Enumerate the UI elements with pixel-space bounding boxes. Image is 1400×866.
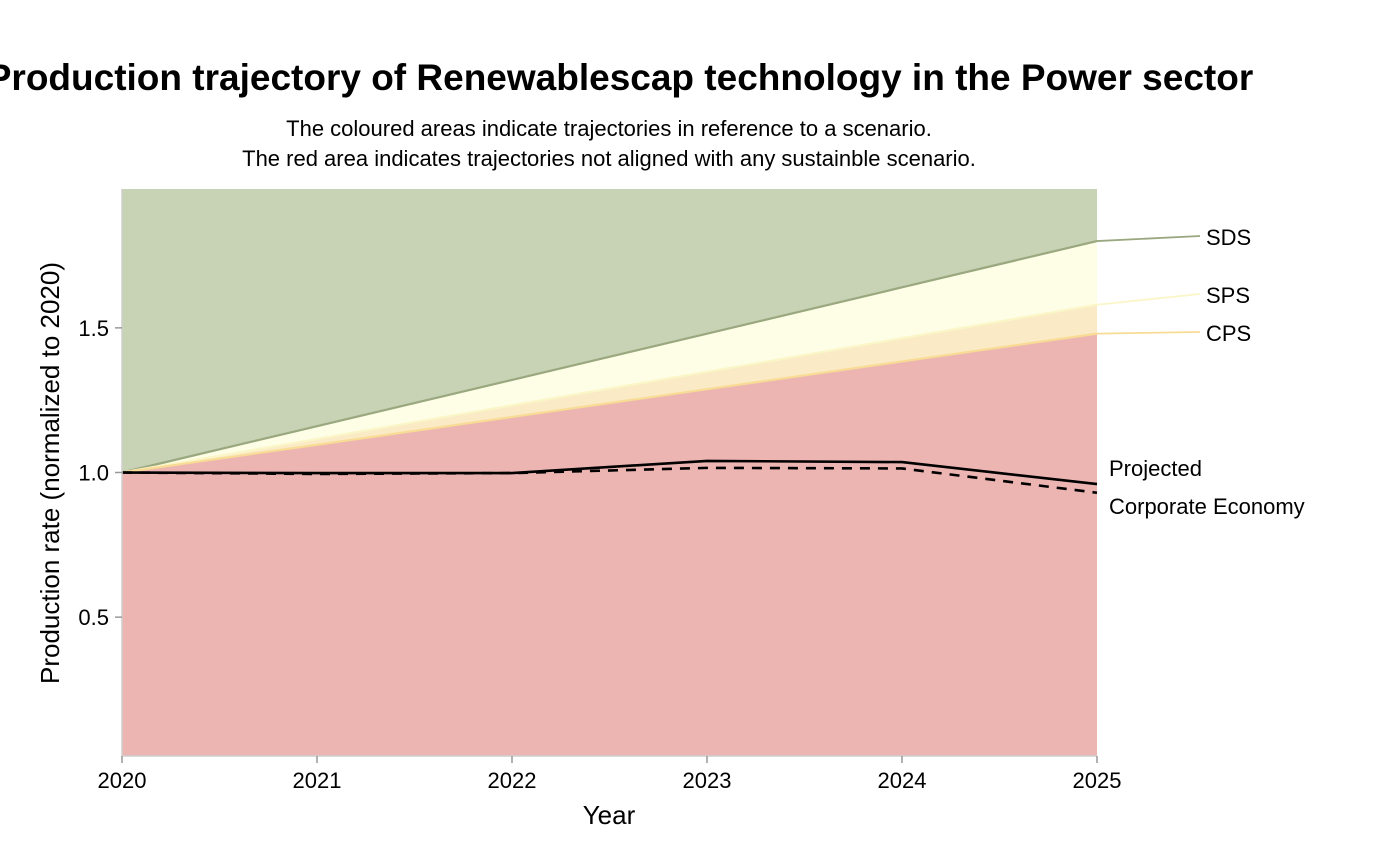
y-tick-label: 1.5 [78, 316, 109, 341]
chart-subtitle-line-2: The red area indicates trajectories not … [242, 146, 976, 171]
sps-line [121, 303, 1098, 474]
sps-end-label: SPS [1206, 283, 1250, 308]
y-tick-label: 0.5 [78, 605, 109, 630]
x-tick-label: 2023 [683, 768, 732, 793]
x-tick-label: 2020 [98, 768, 147, 793]
projected-end-label: Projected [1109, 456, 1202, 481]
end-labels: SDS SPS CPS Projected Corporate Economy [1096, 225, 1305, 519]
sps-leader-line [1096, 293, 1201, 306]
y-tick-label: 1.0 [78, 461, 109, 486]
x-tick-label: 2024 [878, 768, 927, 793]
plot-areas [122, 189, 1097, 757]
x-tick-label: 2021 [293, 768, 342, 793]
misaligned-area [122, 333, 1097, 756]
chart-subtitle-line-1: The coloured areas indicate trajectories… [286, 116, 932, 141]
plot-lines [121, 240, 1098, 495]
cps-leader-line [1096, 331, 1201, 335]
chart-title: Production trajectory of Renewablescap t… [0, 57, 1253, 98]
cps-end-label: CPS [1206, 321, 1251, 346]
cps-line [121, 332, 1098, 474]
sds-line [121, 240, 1098, 474]
sds-leader-line [1096, 235, 1201, 242]
corporate-economy-line [121, 466, 1098, 495]
y-axis-title: Production rate (normalized to 2020) [35, 262, 65, 684]
x-tick-label: 2022 [488, 768, 537, 793]
sds-end-label: SDS [1206, 225, 1251, 250]
axes: 2020 2021 2022 2023 2024 2025 0.5 1.0 1.5 [78, 189, 1121, 793]
x-axis-title: Year [583, 800, 636, 830]
x-tick-label: 2025 [1073, 768, 1122, 793]
corporate-economy-end-label: Corporate Economy [1109, 494, 1305, 519]
